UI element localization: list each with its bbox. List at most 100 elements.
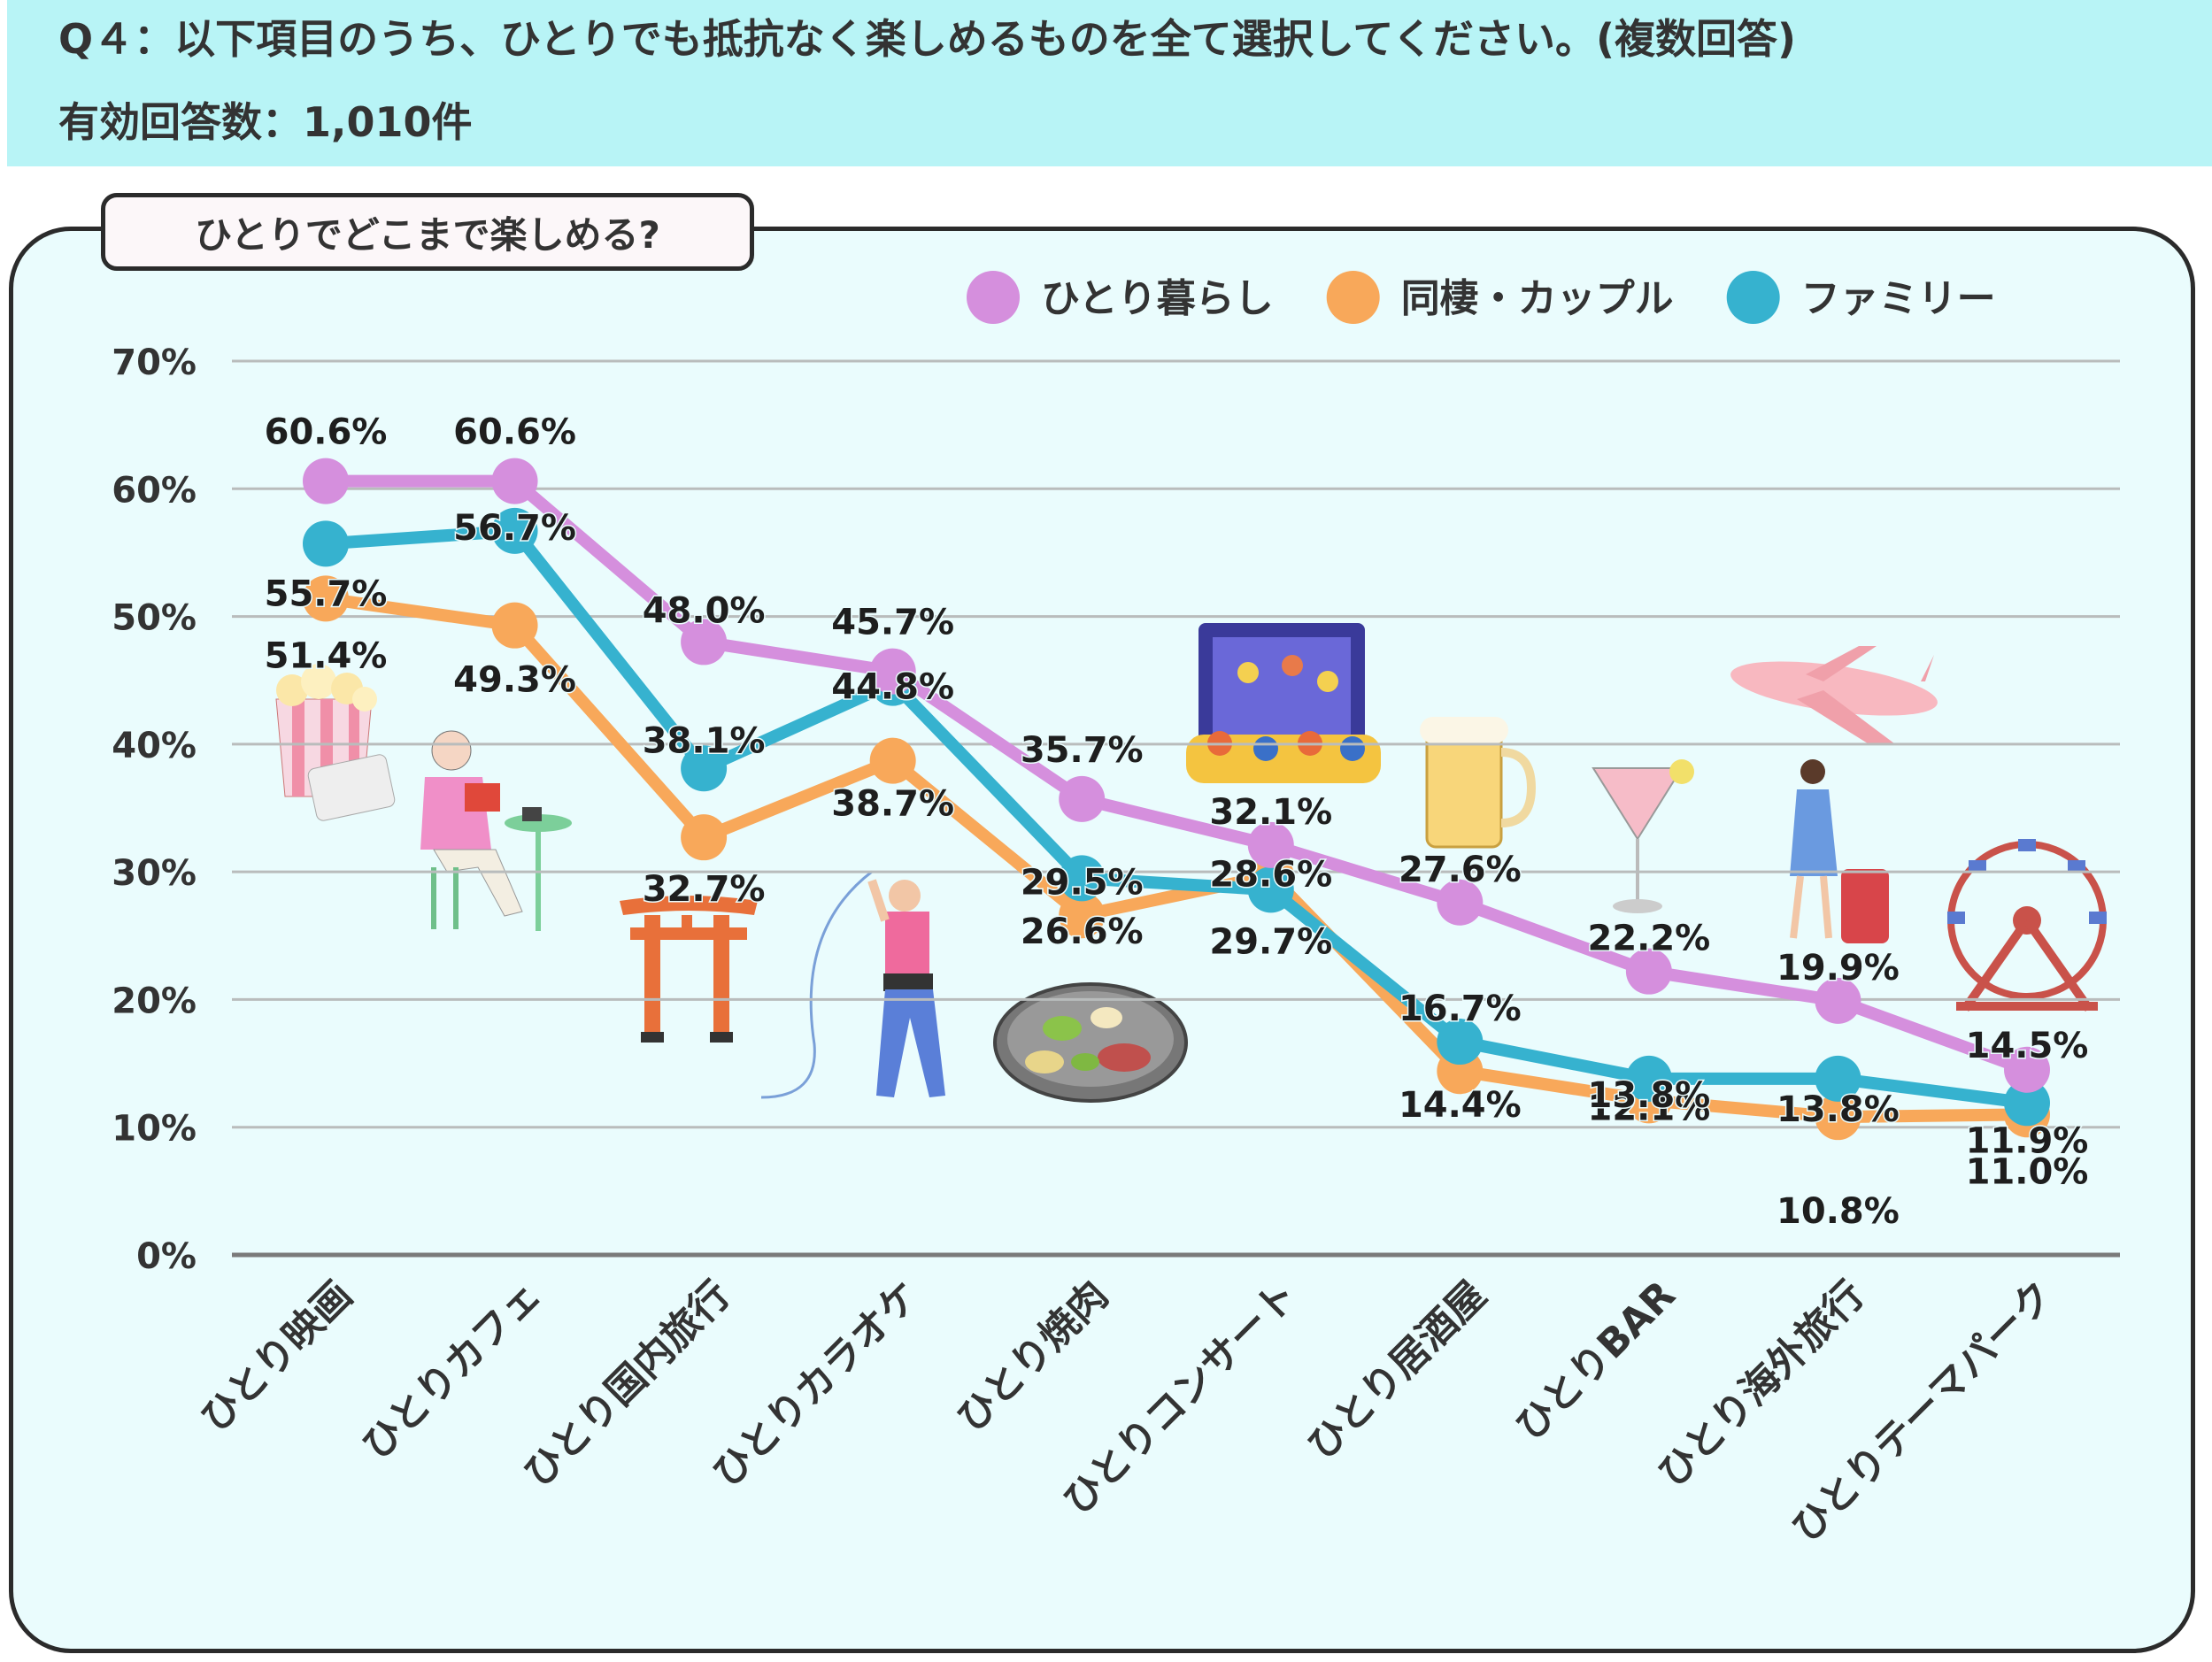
y-tick-label: 10% xyxy=(112,1109,197,1150)
chart-title: ひとりでどこまで楽しめる? xyxy=(101,193,754,271)
decorative-illustrations xyxy=(275,623,2107,1103)
data-label: 44.8% xyxy=(831,667,954,708)
data-point xyxy=(1437,879,1484,926)
data-label: 22.2% xyxy=(1587,919,1710,959)
concert-stage-icon xyxy=(1186,623,1381,783)
data-point xyxy=(2004,1080,2050,1127)
data-point xyxy=(681,619,728,666)
y-tick-label: 20% xyxy=(112,981,197,1021)
y-tick-label: 70% xyxy=(112,342,197,383)
legend-swatch xyxy=(967,271,1020,324)
data-point xyxy=(491,602,538,649)
data-label: 60.6% xyxy=(453,412,576,453)
data-point xyxy=(869,648,916,695)
data-point xyxy=(491,507,538,554)
x-tick-label: ひとり居酒屋 xyxy=(1299,1273,1495,1469)
series-points xyxy=(303,458,2050,1141)
x-tick-label: ひとりカフェ xyxy=(354,1273,551,1469)
data-point xyxy=(1625,1055,1672,1102)
data-label: 14.4% xyxy=(1399,1085,1522,1126)
legend: ひとり暮らし 同棲・カップル ファミリー xyxy=(967,271,1996,324)
data-point xyxy=(491,458,538,504)
ferris-wheel-icon xyxy=(1947,839,2107,1012)
data-label: 55.7% xyxy=(265,573,388,614)
y-axis-tick-labels: 0% 10% 20% 30% 40% 50% 60% 70% xyxy=(112,342,197,1277)
traveler-icon xyxy=(1790,759,1889,943)
data-point xyxy=(2004,1046,2050,1093)
legend-label: ひとり暮らし xyxy=(1041,276,1274,321)
series-lines xyxy=(320,474,2033,1124)
data-point xyxy=(303,575,349,622)
beer-mug-icon xyxy=(1420,717,1537,849)
data-point xyxy=(1059,855,1106,902)
y-tick-label: 0% xyxy=(136,1236,197,1277)
y-tick-label: 40% xyxy=(112,726,197,766)
data-point xyxy=(1059,775,1106,822)
question-header: Q４：以下項目のうち、ひとりでも抵抗なく楽しめるものを全て選択してください。(複… xyxy=(7,0,2212,166)
data-label: 29.5% xyxy=(1021,862,1144,903)
data-label: 13.8% xyxy=(1587,1075,1710,1116)
x-tick-label: ひとりBAR xyxy=(1507,1273,1684,1450)
data-label: 26.6% xyxy=(1021,912,1144,952)
data-label: 49.3% xyxy=(453,660,576,701)
data-label: 16.7% xyxy=(1399,989,1522,1029)
y-tick-label: 60% xyxy=(112,470,197,511)
data-point xyxy=(681,745,728,792)
legend-swatch xyxy=(1326,271,1380,324)
data-label: 48.0% xyxy=(643,590,766,631)
data-point xyxy=(303,458,349,504)
response-count: 有効回答数：1,010件 xyxy=(58,98,473,146)
torii-gate-icon xyxy=(620,896,758,1043)
data-label: 12.1% xyxy=(1587,1088,1710,1128)
legend-label: ファミリー xyxy=(1801,276,1996,321)
data-point xyxy=(1059,892,1106,939)
series-line xyxy=(320,592,2033,1124)
airplane-icon xyxy=(1730,646,1938,743)
data-label: 38.7% xyxy=(831,784,954,825)
data-label: 38.1% xyxy=(643,720,766,761)
y-tick-label: 30% xyxy=(112,853,197,894)
data-label: 11.0% xyxy=(1966,1151,2089,1192)
data-point xyxy=(681,814,728,861)
chart-panel xyxy=(9,227,2195,1653)
data-label: 60.6% xyxy=(265,412,388,453)
series-line xyxy=(320,474,2033,1076)
legend-label: 同棲・カップル xyxy=(1401,276,1674,321)
cafe-person-icon xyxy=(420,730,572,931)
popcorn-icon xyxy=(275,664,396,821)
x-tick-label: ひとりカラオケ xyxy=(705,1273,929,1497)
data-label: 19.9% xyxy=(1777,948,1900,989)
karaoke-singer-icon xyxy=(760,870,945,1099)
question-text: Q４：以下項目のうち、ひとりでも抵抗なく楽しめるものを全て選択してください。(複… xyxy=(58,15,1797,63)
data-point xyxy=(303,520,349,567)
data-label: 13.8% xyxy=(1777,1089,1900,1130)
data-label: 45.7% xyxy=(831,603,954,643)
data-label: 28.6% xyxy=(1209,854,1332,895)
y-tick-label: 50% xyxy=(112,598,197,639)
data-label: 56.7% xyxy=(453,508,576,549)
x-tick-label: ひとり映画 xyxy=(192,1273,361,1442)
data-label: 10.8% xyxy=(1777,1191,1900,1232)
series-line xyxy=(320,524,2033,1110)
data-label: 11.9% xyxy=(1966,1120,2089,1161)
yakiniku-grill-icon xyxy=(993,982,1188,1103)
data-point xyxy=(1625,948,1672,995)
data-label: 51.4% xyxy=(265,635,388,676)
data-label: 14.5% xyxy=(1966,1026,2089,1066)
data-point xyxy=(1437,1019,1484,1066)
data-label: 29.7% xyxy=(1209,921,1332,962)
cocktail-glass-icon xyxy=(1592,759,1694,913)
data-point xyxy=(1247,866,1294,913)
data-point xyxy=(1815,1094,1861,1141)
data-label: 35.7% xyxy=(1021,730,1144,771)
legend-swatch xyxy=(1726,271,1780,324)
data-point xyxy=(869,737,916,784)
data-point xyxy=(1815,977,1861,1024)
data-label: 32.7% xyxy=(643,869,766,910)
data-point xyxy=(1815,1055,1861,1102)
data-labels: 60.6% 60.6% 48.0% 45.7% 35.7% 32.1% 27.6% 22.2%… xyxy=(263,411,2090,1234)
x-tick-label: ひとり焼肉 xyxy=(948,1273,1117,1442)
data-label: 32.1% xyxy=(1209,792,1332,833)
